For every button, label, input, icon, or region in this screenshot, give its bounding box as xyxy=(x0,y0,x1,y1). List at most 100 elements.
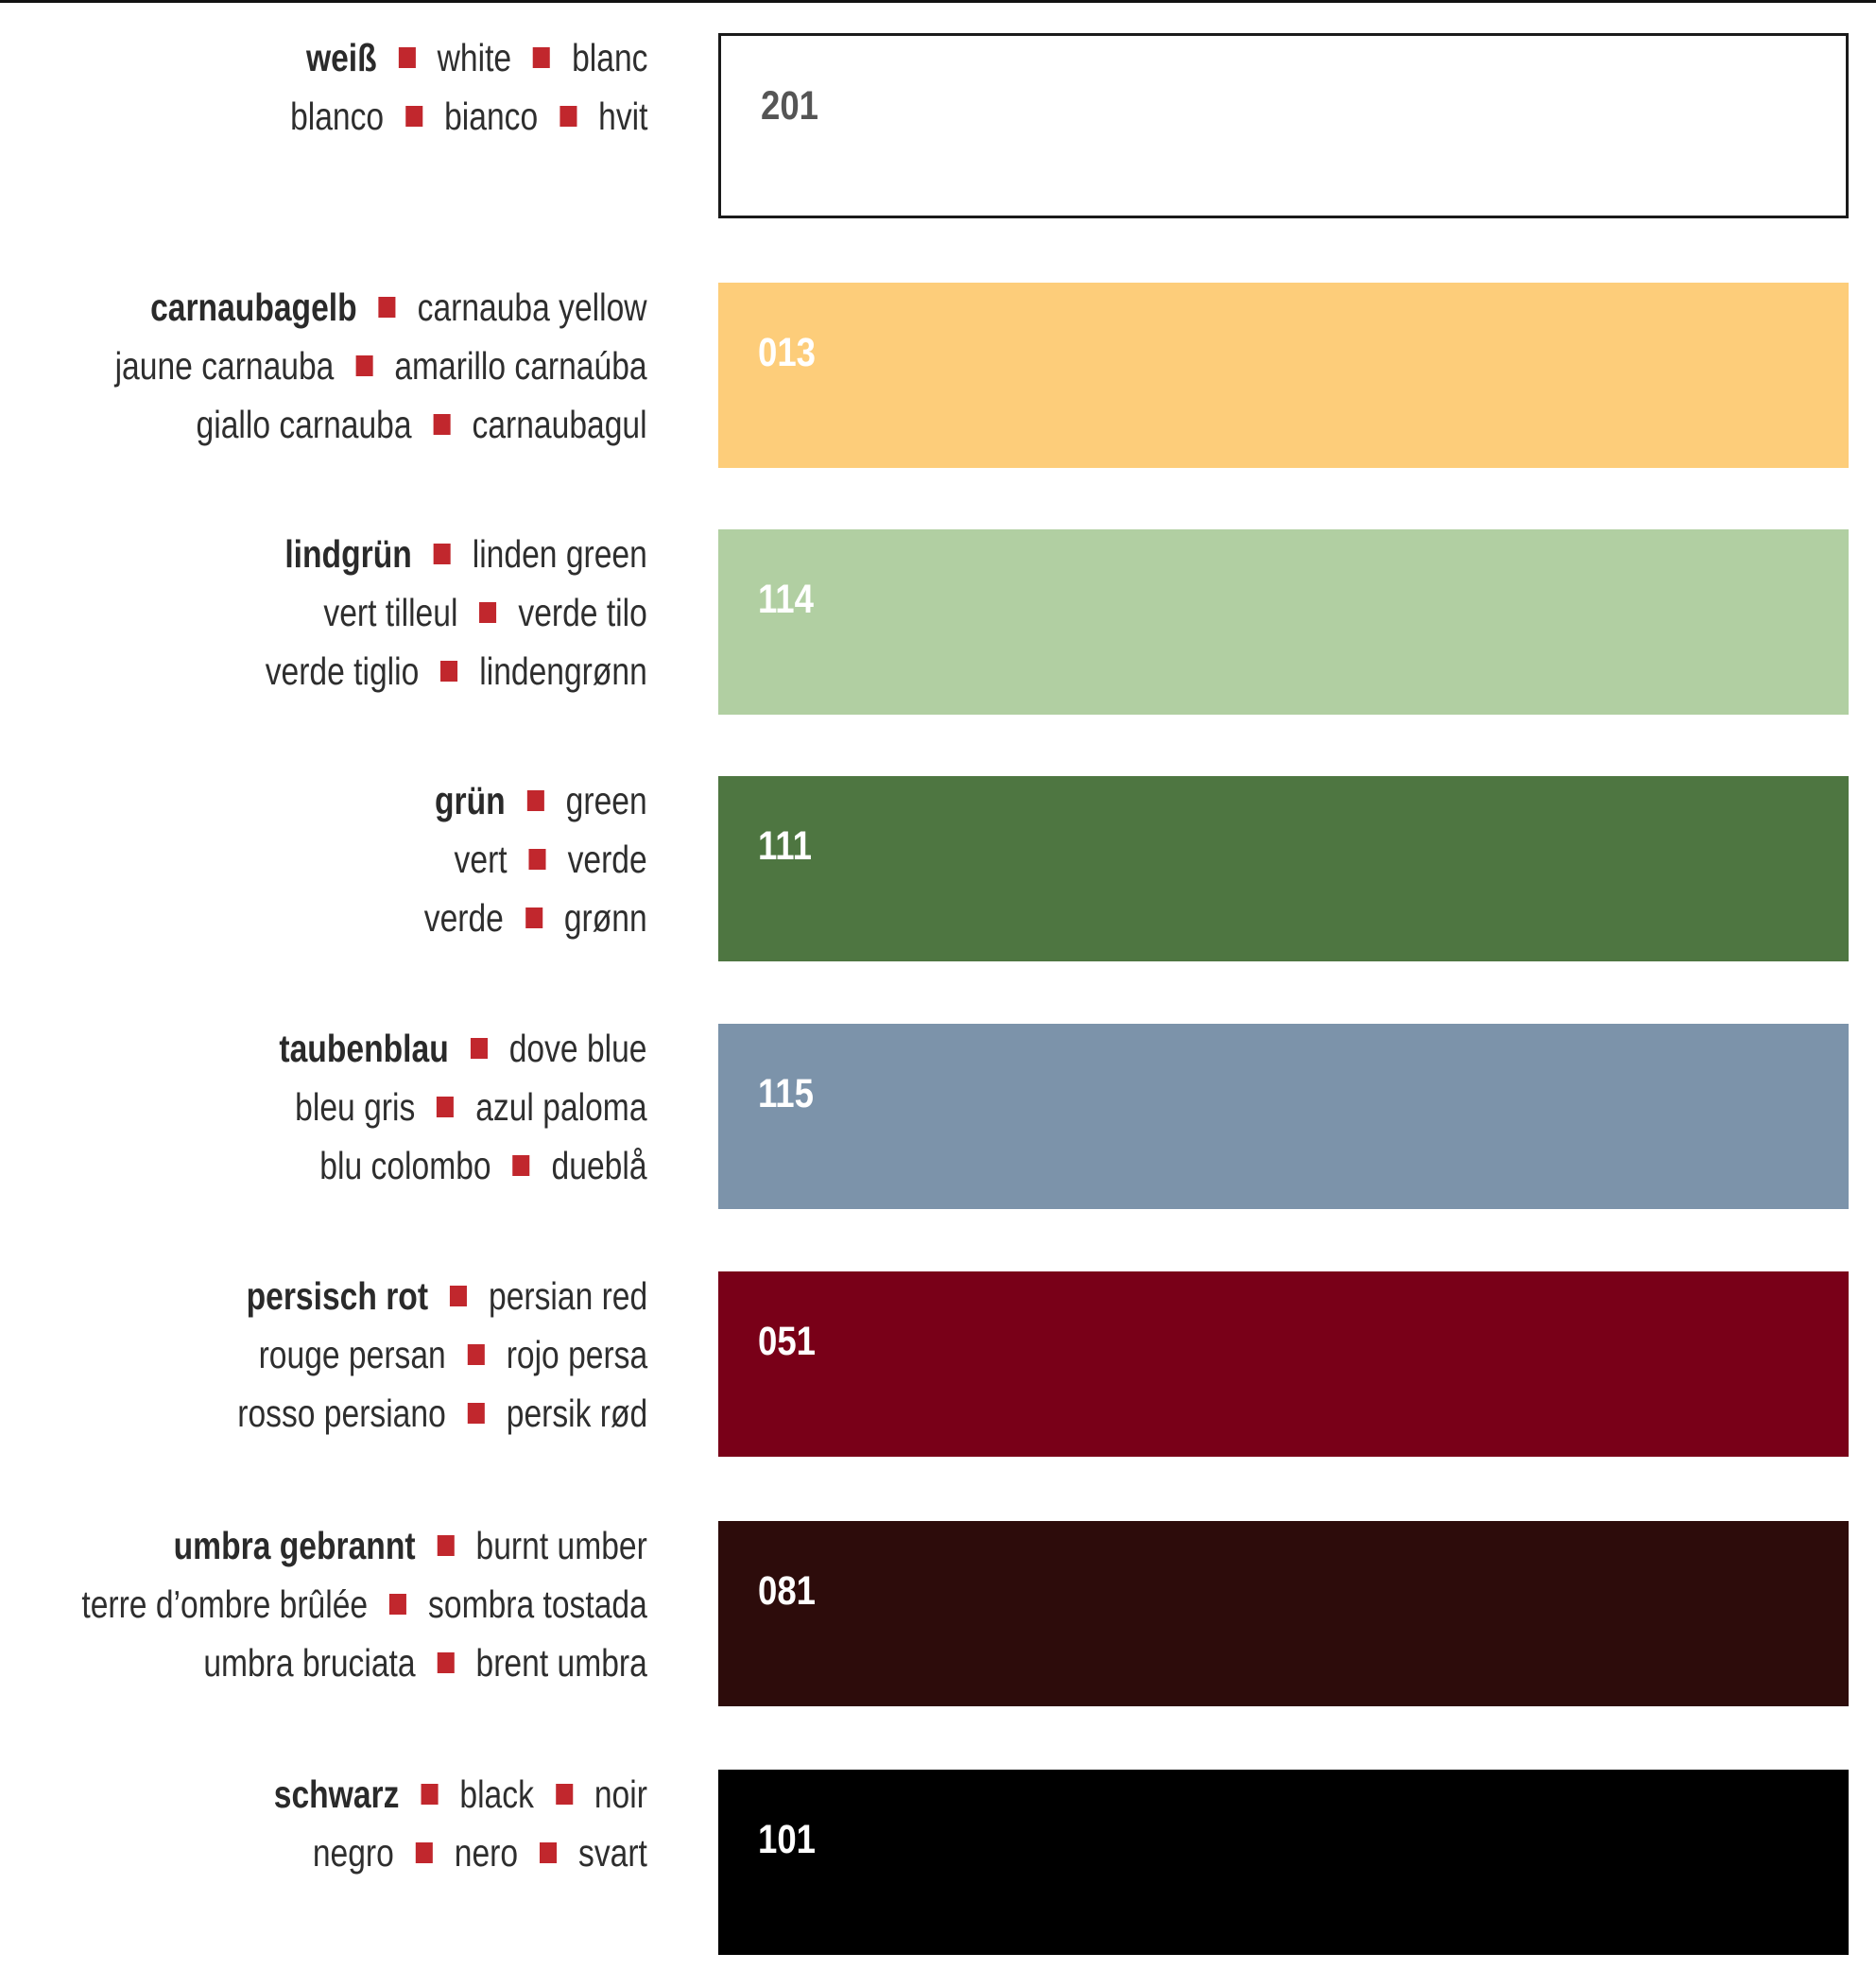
translated-color-name: svart xyxy=(578,1831,647,1875)
color-code: 081 xyxy=(758,1568,816,1614)
color-names: carnaubagelb carnauba yellow jaune carnaub… xyxy=(0,278,647,454)
red-square-separator-icon xyxy=(440,661,458,683)
color-names: umbra gebrannt burnt umber terre d’ombre b… xyxy=(0,1516,647,1692)
red-square-separator-icon xyxy=(525,908,543,929)
translated-color-name: verde xyxy=(424,896,505,940)
color-names: grün green vert verde verde grønn xyxy=(375,771,647,947)
color-name-line: weiß white blanc xyxy=(290,28,647,87)
color-name-line: carnaubagelb carnauba yellow xyxy=(115,278,647,337)
color-names: persisch rot persian red rouge persan rojo … xyxy=(147,1267,647,1443)
color-name-line: rouge persan rojo persa xyxy=(237,1325,647,1384)
translated-color-name: verde tiglio xyxy=(265,649,420,693)
translated-color-name: verde tilo xyxy=(518,591,647,634)
translated-color-name: dueblå xyxy=(552,1144,647,1187)
red-square-separator-icon xyxy=(471,1038,489,1060)
red-square-separator-icon xyxy=(479,602,497,624)
translated-color-name: nero xyxy=(454,1831,519,1875)
color-name-line: vert tilleul verde tilo xyxy=(266,583,647,642)
top-rule xyxy=(0,0,1876,3)
red-square-separator-icon xyxy=(437,1535,455,1557)
german-color-name: weiß xyxy=(305,36,377,79)
translated-color-name: blanco xyxy=(289,95,384,138)
color-code: 101 xyxy=(758,1817,816,1862)
color-name-line: umbra bruciata brent umbra xyxy=(82,1634,647,1692)
translated-color-name: vert xyxy=(454,838,508,881)
color-name-line: schwarz black noir xyxy=(274,1765,647,1824)
german-color-name: persisch rot xyxy=(246,1274,428,1318)
red-square-separator-icon xyxy=(398,47,416,69)
color-swatch: 013 xyxy=(718,283,1849,468)
color-name-line: lindgrün linden green xyxy=(266,525,647,583)
color-names: weiß white blanc blanco bianco hvit xyxy=(212,28,647,146)
red-square-separator-icon xyxy=(467,1403,485,1425)
color-swatch: 111 xyxy=(718,776,1849,961)
red-square-separator-icon xyxy=(415,1842,433,1864)
red-square-separator-icon xyxy=(433,544,451,565)
translated-color-name: rojo persa xyxy=(506,1333,647,1376)
red-square-separator-icon xyxy=(540,1842,558,1864)
translated-color-name: lindengrønn xyxy=(479,649,647,693)
red-square-separator-icon xyxy=(437,1097,455,1118)
color-names: lindgrün linden green vert tilleul verde ti… xyxy=(181,525,647,700)
red-square-separator-icon xyxy=(555,1784,573,1806)
translated-color-name: negro xyxy=(312,1831,394,1875)
red-square-separator-icon xyxy=(433,414,451,436)
german-color-name: lindgrün xyxy=(284,532,412,576)
translated-color-name: linden green xyxy=(472,532,647,576)
color-name-line: bleu gris azul paloma xyxy=(280,1078,647,1136)
translated-color-name: sombra tostada xyxy=(428,1582,647,1626)
red-square-separator-icon xyxy=(527,790,545,812)
translated-color-name: persian red xyxy=(488,1274,647,1318)
color-name-line: verde grønn xyxy=(424,889,647,947)
red-square-separator-icon xyxy=(379,297,397,319)
color-code: 051 xyxy=(758,1319,816,1364)
translated-color-name: hvit xyxy=(597,95,647,138)
red-square-separator-icon xyxy=(532,47,550,69)
translated-color-name: carnaubagul xyxy=(472,403,647,446)
color-swatch: 051 xyxy=(718,1271,1849,1457)
color-code: 111 xyxy=(758,823,812,869)
color-name-line: blanco bianco hvit xyxy=(290,87,647,146)
translated-color-name: black xyxy=(459,1772,534,1816)
color-code: 201 xyxy=(761,83,818,129)
color-code: 114 xyxy=(758,577,814,622)
translated-color-name: rouge persan xyxy=(258,1333,446,1376)
translated-color-name: white xyxy=(437,36,511,79)
german-color-name: taubenblau xyxy=(279,1027,450,1070)
color-name-line: rosso persiano persik rød xyxy=(237,1384,647,1443)
color-names: taubenblau dove blue bleu gris azul paloma b… xyxy=(198,1019,647,1195)
translated-color-name: green xyxy=(566,779,647,822)
color-name-line: persisch rot persian red xyxy=(237,1267,647,1325)
translated-color-name: amarillo carnaúba xyxy=(394,344,647,388)
german-color-name: carnaubagelb xyxy=(150,285,358,329)
translated-color-name: rosso persiano xyxy=(237,1392,446,1435)
german-color-name: umbra gebrannt xyxy=(173,1524,416,1567)
color-name-line: giallo carnauba carnaubagul xyxy=(115,395,647,454)
translated-color-name: brent umbra xyxy=(475,1641,647,1685)
translated-color-name: terre d’ombre brûlée xyxy=(81,1582,369,1626)
red-square-separator-icon xyxy=(513,1155,531,1177)
red-square-separator-icon xyxy=(421,1784,439,1806)
red-square-separator-icon xyxy=(467,1344,485,1366)
translated-color-name: giallo carnauba xyxy=(196,403,412,446)
red-square-separator-icon xyxy=(355,355,373,377)
red-square-separator-icon xyxy=(389,1594,407,1616)
translated-color-name: dove blue xyxy=(509,1027,647,1070)
color-name-line: jaune carnauba amarillo carnaúba xyxy=(115,337,647,395)
translated-color-name: persik rød xyxy=(506,1392,647,1435)
translated-color-name: umbra bruciata xyxy=(203,1641,416,1685)
color-names: schwarz black noir negro nero svart xyxy=(192,1765,647,1882)
translated-color-name: verde xyxy=(567,838,647,881)
translated-color-name: grønn xyxy=(564,896,647,940)
german-color-name: schwarz xyxy=(273,1772,400,1816)
color-swatch: 114 xyxy=(718,529,1849,715)
color-code: 013 xyxy=(758,330,816,375)
red-square-separator-icon xyxy=(404,106,422,128)
red-square-separator-icon xyxy=(449,1286,467,1307)
color-name-line: grün green xyxy=(424,771,647,830)
color-name-line: umbra gebrannt burnt umber xyxy=(82,1516,647,1575)
translated-color-name: carnauba yellow xyxy=(418,285,647,329)
color-name-line: negro nero svart xyxy=(274,1824,647,1882)
color-name-line: terre d’ombre brûlée sombra tostada xyxy=(82,1575,647,1634)
color-swatch: 115 xyxy=(718,1024,1849,1209)
